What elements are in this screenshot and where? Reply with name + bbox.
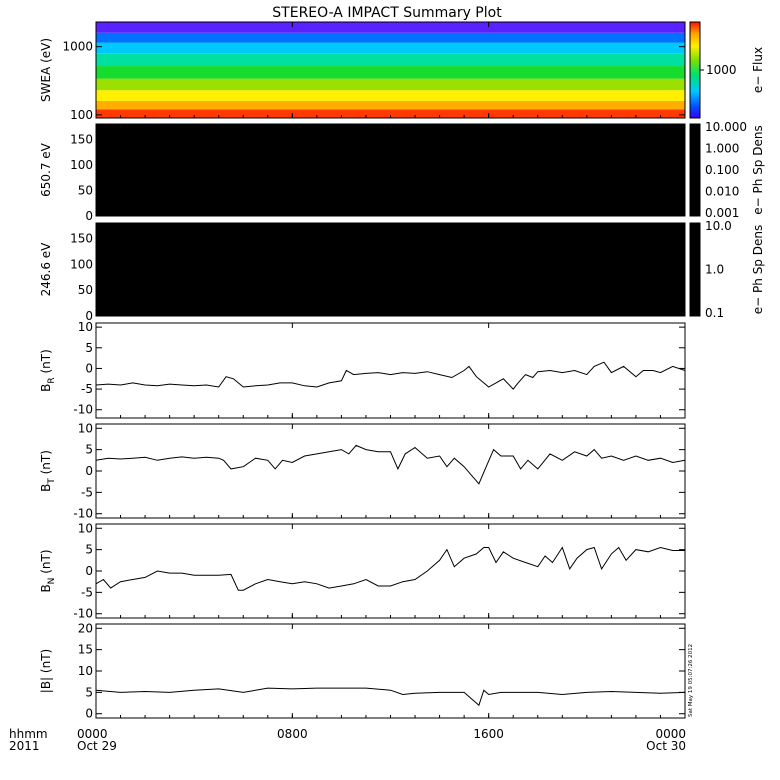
y-axis-label: BR (nT) [39,349,57,392]
year-label: 2011 [9,739,40,753]
y-tick-label: 10 [78,521,93,535]
y-tick-label: -5 [81,485,93,499]
colorbar-tick-label: 10.000 [705,120,747,134]
colorbar-rect [689,222,701,317]
y-tick-label: 100 [70,158,93,172]
spectrogram-band [96,100,685,110]
y-tick-label: 0 [85,464,93,478]
y-axis-label: 246.6 eV [39,242,53,297]
colorbar-tick-label: 0.1 [705,306,724,320]
panel-frame [95,523,686,619]
y-tick-label: 0 [85,309,93,323]
y-tick-label: 15 [78,643,93,657]
y-tick-label: 150 [70,232,93,246]
panel-swea: 100 1000 SWEA (eV) 1000 e− Flux [39,21,765,122]
pad-fill [96,223,685,316]
panel-pad_246: 0 50 100 150 246.6 eV 10.0 1.0 0.1 e− Ph Sp Dens [39,219,765,323]
spectrogram-band [96,42,685,54]
y-tick-label: 50 [78,283,93,297]
panel-frame [95,423,686,519]
spectrogram-band [96,90,685,101]
colorbar-pad_650: 10.000 1.000 0.100 0.010 0.001 e− Ph Sp Dens [689,120,765,220]
timestamp: Sat May 19 05:07:26 2012 [688,644,694,717]
y-tick-label: 10 [78,664,93,678]
colorbar-swea: 1000 e− Flux [689,21,765,119]
panel-pad_650: 0 50 100 150 650.7 eV 10.000 1.000 0.100 0.010 0.… [39,120,765,223]
panel-bn: -10 -5 0 5 10 BN (nT) [39,521,686,621]
series-line [95,444,686,485]
colorbar-tick-label: 0.010 [705,185,739,199]
y-axis-label: |B| (nT) [39,649,53,693]
y-axis-label: 650.7 eV [39,142,53,197]
y-axis-label: BN (nT) [39,549,57,592]
spectrogram-band [96,53,685,67]
x-tick-label: 1600 [473,727,504,741]
panel-br: -10 -5 0 5 10 BR (nT) [39,320,686,419]
y-tick-label: 100 [70,108,93,122]
y-tick-label: 5 [85,685,93,699]
y-tick-label: -5 [81,382,93,396]
spectrogram-band [96,22,685,33]
pad-fill [96,124,685,216]
colorbar-tick-label: 0.001 [705,206,739,220]
y-axis-label: BT (nT) [39,450,57,492]
spectrogram-band [96,66,685,79]
panel-bt: -10 -5 0 5 10 BT (nT) [39,421,686,521]
y-tick-label: 0 [85,707,93,721]
y-tick-label: -5 [81,585,93,599]
y-tick-label: 150 [70,132,93,146]
x-tick-label: 0800 [277,727,308,741]
y-tick-label: 100 [70,257,93,271]
y-tick-label: 5 [85,443,93,457]
panel-frame [95,623,686,719]
colorbar-rect [689,21,701,119]
colorbar-label: e− Ph Sp Dens [751,225,765,314]
x-tick-label: 0000 [77,727,108,741]
spectrogram-band [96,109,685,118]
y-tick-label: 10 [78,320,93,334]
y-tick-label: -10 [73,607,93,621]
y-axis-label: SWEA (eV) [39,38,53,102]
y-tick-label: 1000 [62,40,93,54]
colorbar-rect [689,123,701,217]
spectrogram-band [96,32,685,43]
x-date-label: Oct 30 [646,739,686,753]
colorbar-tick-label: 0.100 [705,163,739,177]
y-tick-label: 50 [78,183,93,197]
x-tick-label: 0000 [655,727,686,741]
series-line [95,546,685,591]
y-tick-label: 0 [85,361,93,375]
y-tick-label: 5 [85,341,93,355]
colorbar-tick-label: 1000 [706,63,737,77]
y-tick-label: 0 [85,209,93,223]
series-line [95,687,686,707]
y-tick-label: 0 [85,564,93,578]
x-date-label: Oct 29 [77,739,117,753]
panel-bmag: 0 5 10 15 20 |B| (nT) [39,621,686,721]
y-tick-label: 20 [78,621,93,635]
colorbar-tick-label: 10.0 [705,219,732,233]
y-tick-label: -10 [73,403,93,417]
colorbar-label: e− Flux [751,47,765,93]
hhmm-label: hhmm [9,727,48,741]
panel-frame [95,322,686,419]
y-tick-label: 5 [85,543,93,557]
y-tick-label: -10 [73,507,93,521]
series-line [95,361,686,390]
plot-title: STEREO-A IMPACT Summary Plot [272,5,502,21]
colorbar-tick-label: 1.0 [705,263,724,277]
colorbar-label: e− Ph Sp Dens [751,125,765,214]
colorbar-tick-label: 1.000 [705,142,739,156]
colorbar-pad_246: 10.0 1.0 0.1 e− Ph Sp Dens [689,219,765,320]
spectrogram-band [96,78,685,91]
y-tick-label: 10 [78,421,93,435]
